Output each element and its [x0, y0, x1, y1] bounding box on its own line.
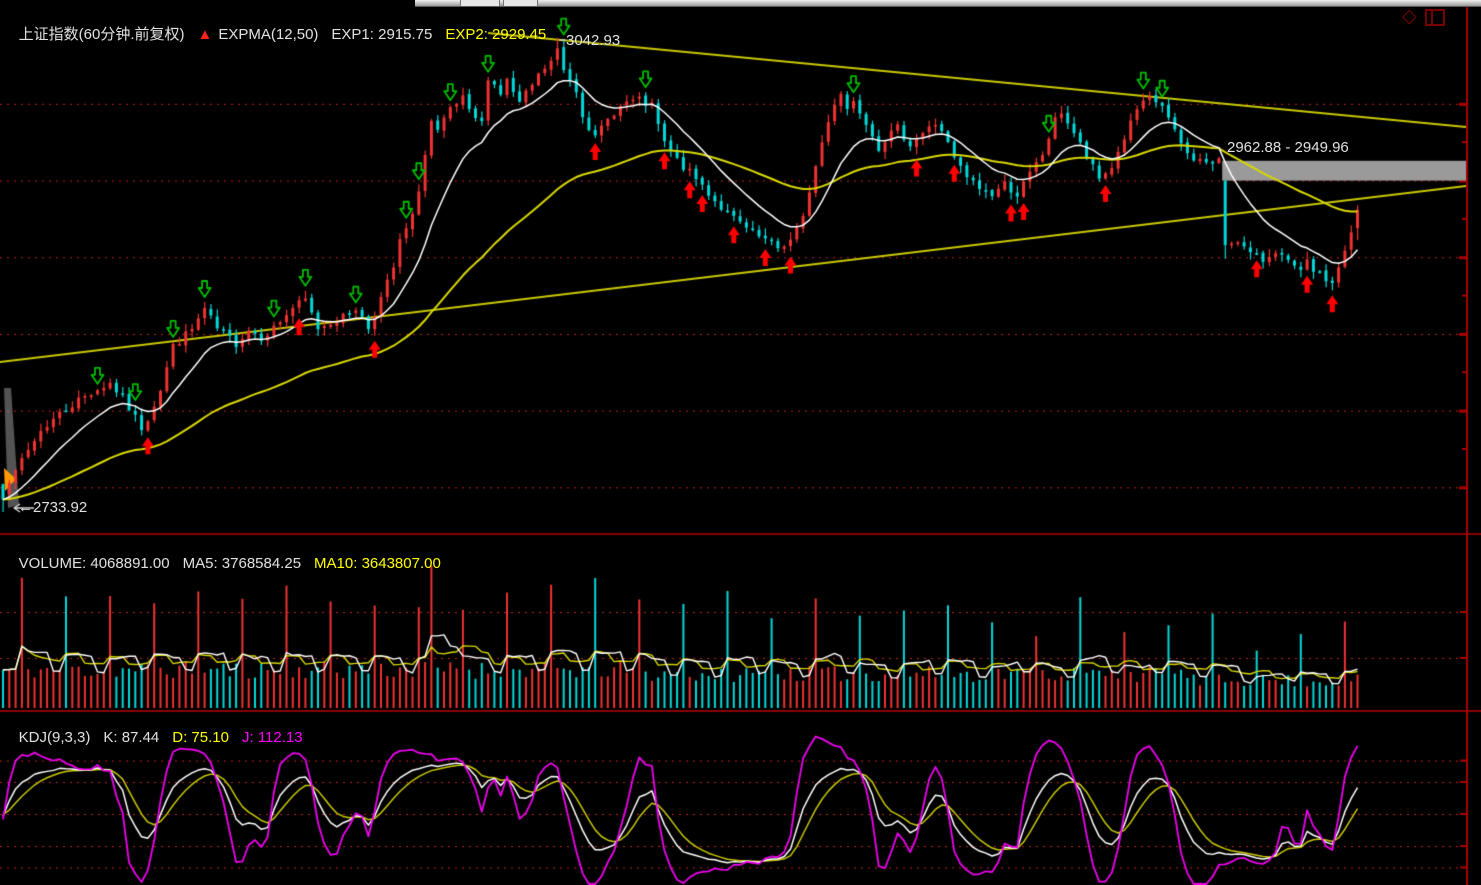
top-window-strip [415, 0, 1481, 7]
low-price-label: ←2733.92 [18, 500, 87, 516]
main-chart-panel[interactable] [0, 25, 1466, 533]
main-chart-header: 上证指数(60分钟.前复权) ▲ EXPMA(12,50) EXP1: 2915.75… [2, 11, 559, 59]
diamond-icon[interactable]: ◇ [1402, 6, 1417, 27]
volume-ma10-value: MA10: 3643807.00 [314, 555, 441, 572]
peak-price-label: 3042.93 [566, 32, 621, 49]
split-window-icon[interactable] [1424, 8, 1445, 26]
symbol-title: 上证指数(60分钟.前复权) [18, 26, 185, 43]
gap-range-label: 2962.88 - 2949.96 [1227, 139, 1349, 156]
left-arrow-icon: ← [18, 499, 33, 516]
exp1-value: EXP1: 2915.75 [331, 26, 433, 43]
kdj-d-value: D: 75.10 [172, 729, 229, 746]
kdj-header: KDJ(9,3,3) K: 87.44 D: 75.10 J: 112.13 [2, 714, 316, 762]
volume-value: VOLUME: 4068891.00 [18, 555, 170, 572]
kdj-label: KDJ(9,3,3) [18, 729, 91, 746]
volume-ma5-value: MA5: 3768584.25 [182, 555, 302, 572]
top-strip-segment [460, 0, 500, 6]
kdj-k-value: K: 87.44 [103, 729, 160, 746]
low-price-value: 2733.92 [33, 499, 88, 516]
titlebar-icons: ◇ [1402, 6, 1445, 27]
indicator-label: EXPMA(12,50) [218, 26, 319, 43]
kdj-j-value: J: 112.13 [241, 729, 303, 746]
up-arrow-icon: ▲ [197, 26, 213, 43]
volume-header: VOLUME: 4068891.00 MA5: 3768584.25 MA10: 3… [2, 540, 454, 588]
exp2-value: EXP2: 2929.45 [445, 26, 547, 43]
top-strip-segment [503, 0, 538, 6]
